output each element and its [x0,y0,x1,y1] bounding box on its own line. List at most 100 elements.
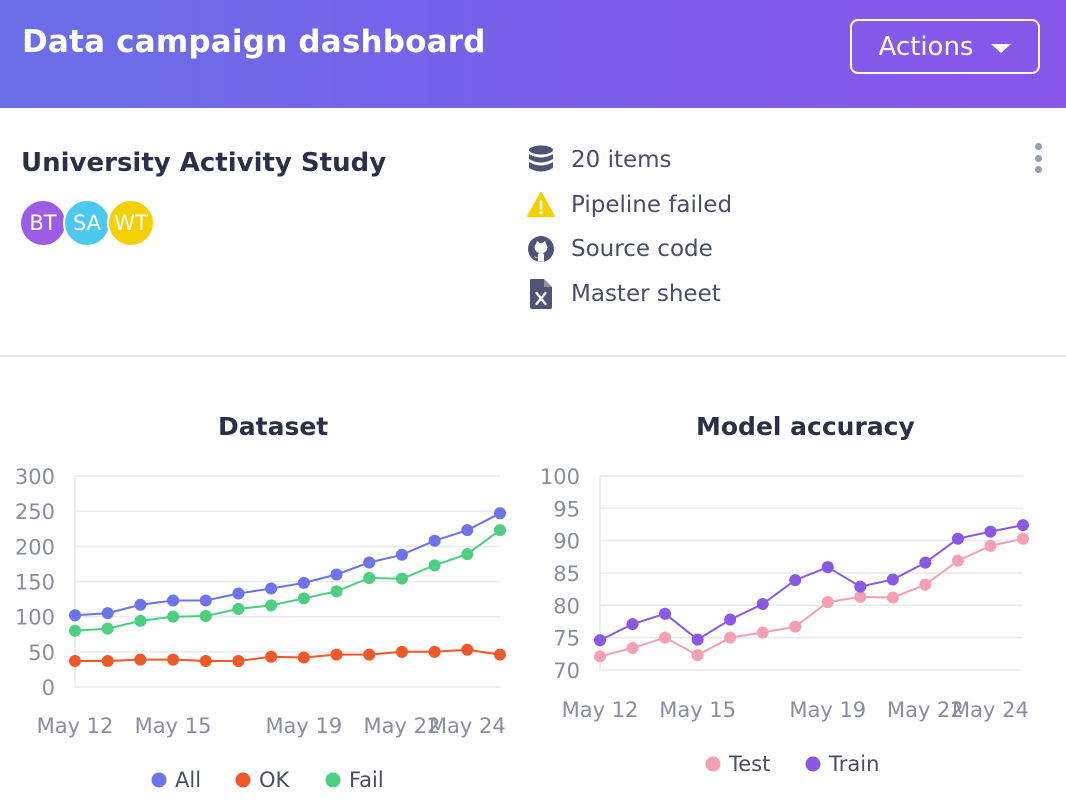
data-point-ok [134,653,147,666]
data-point-train [724,613,737,626]
x-tick-label: May 19 [789,698,866,722]
data-point-ok [265,650,278,663]
more-options-icon[interactable] [1032,143,1044,173]
data-point-test [984,539,997,552]
data-point-fail [232,602,245,615]
data-point-all [330,568,343,581]
data-point-fail [363,571,376,584]
data-point-train [854,580,867,593]
data-point-fail [395,572,408,585]
data-point-ok [330,648,343,661]
legend-label-fail: Fail [349,768,384,792]
data-point-test [659,631,672,644]
avatar[interactable]: WT [107,199,155,247]
data-point-all [461,524,474,537]
data-point-ok [395,645,408,658]
y-tick-label: 75 [553,627,580,651]
y-tick-label: 90 [553,530,580,554]
meta-item-text: 20 items [571,147,672,173]
data-point-all [134,598,147,611]
y-tick-label: 200 [15,535,55,559]
data-point-ok [363,648,376,661]
y-tick-label: 0 [42,676,55,700]
data-point-train [659,607,672,620]
data-point-fail [494,524,506,537]
data-point-all [101,607,114,620]
data-point-train [1017,519,1029,532]
section-divider [0,355,1066,357]
data-point-all [167,594,180,607]
data-point-ok [101,654,114,667]
meta-item-sheet[interactable]: Master sheet [527,278,721,310]
data-point-test [756,626,769,639]
data-point-all [232,587,245,600]
data-point-train [951,532,964,545]
data-point-test [789,620,802,633]
data-point-train [984,525,997,538]
avatar-initials: BT [29,211,57,235]
data-point-ok [494,648,506,661]
data-point-all [395,548,408,561]
data-point-train [886,573,899,586]
data-point-fail [101,622,114,635]
data-point-test [886,591,899,604]
data-point-test [626,642,639,655]
data-point-test [951,554,964,567]
data-point-ok [199,654,212,667]
data-point-all [265,582,278,595]
data-point-fail [199,609,212,622]
y-tick-label: 70 [553,659,580,683]
data-point-ok [167,653,180,666]
data-point-train [789,574,802,587]
x-tick-label: May 24 [952,698,1029,722]
warning-icon [527,190,555,220]
data-point-ok [461,643,474,656]
x-tick-label: May 15 [659,698,736,722]
avatar-initials: SA [72,211,102,235]
y-tick-label: 95 [553,497,580,521]
meta-item-pipeline: Pipeline failed [527,189,732,221]
avatar[interactable]: SA [63,199,111,247]
data-point-all [363,556,376,569]
data-point-train [919,556,932,569]
meta-item-source[interactable]: Source code [527,233,713,265]
data-point-fail [428,559,441,572]
data-point-ok [428,645,441,658]
x-tick-label: May 12 [562,698,639,722]
y-tick-label: 150 [15,571,55,595]
avatar[interactable]: BT [19,199,67,247]
meta-item-items: 20 items [527,144,672,176]
data-point-test [854,590,867,603]
meta-item-text: Master sheet [571,281,721,307]
legend-marker-test [705,756,721,772]
legend-label-train: Train [828,752,879,776]
legend-label-test: Test [728,752,770,776]
x-tick-label: May 19 [265,714,342,738]
data-point-all [199,594,212,607]
x-tick-label: May 22 [364,714,441,738]
header-bar: Data campaign dashboard Actions [0,0,1066,108]
series-line-train [599,524,1024,642]
data-point-train [691,633,704,646]
project-info-card: University Activity Study BT SA WT 20 it… [0,108,1066,356]
data-point-test [691,649,704,662]
data-point-fail [134,614,147,627]
legend-label-all: All [175,768,201,792]
database-icon [527,145,555,175]
page-title: Data campaign dashboard [22,24,486,60]
data-point-all [297,576,310,589]
y-tick-label: 100 [15,606,55,630]
actions-button[interactable]: Actions [850,19,1040,74]
meta-item-text: Pipeline failed [571,192,733,218]
x-tick-label: May 22 [887,698,964,722]
github-icon [527,234,555,264]
data-point-ok [69,654,81,667]
legend-marker-train [805,756,821,772]
dataset-chart-title: Dataset [218,412,329,441]
data-point-all [69,609,81,622]
x-tick-label: May 12 [37,714,114,738]
legend-label-ok: OK [259,768,291,792]
data-point-test [919,578,932,591]
data-point-test [1017,532,1029,545]
data-point-ok [232,654,245,667]
